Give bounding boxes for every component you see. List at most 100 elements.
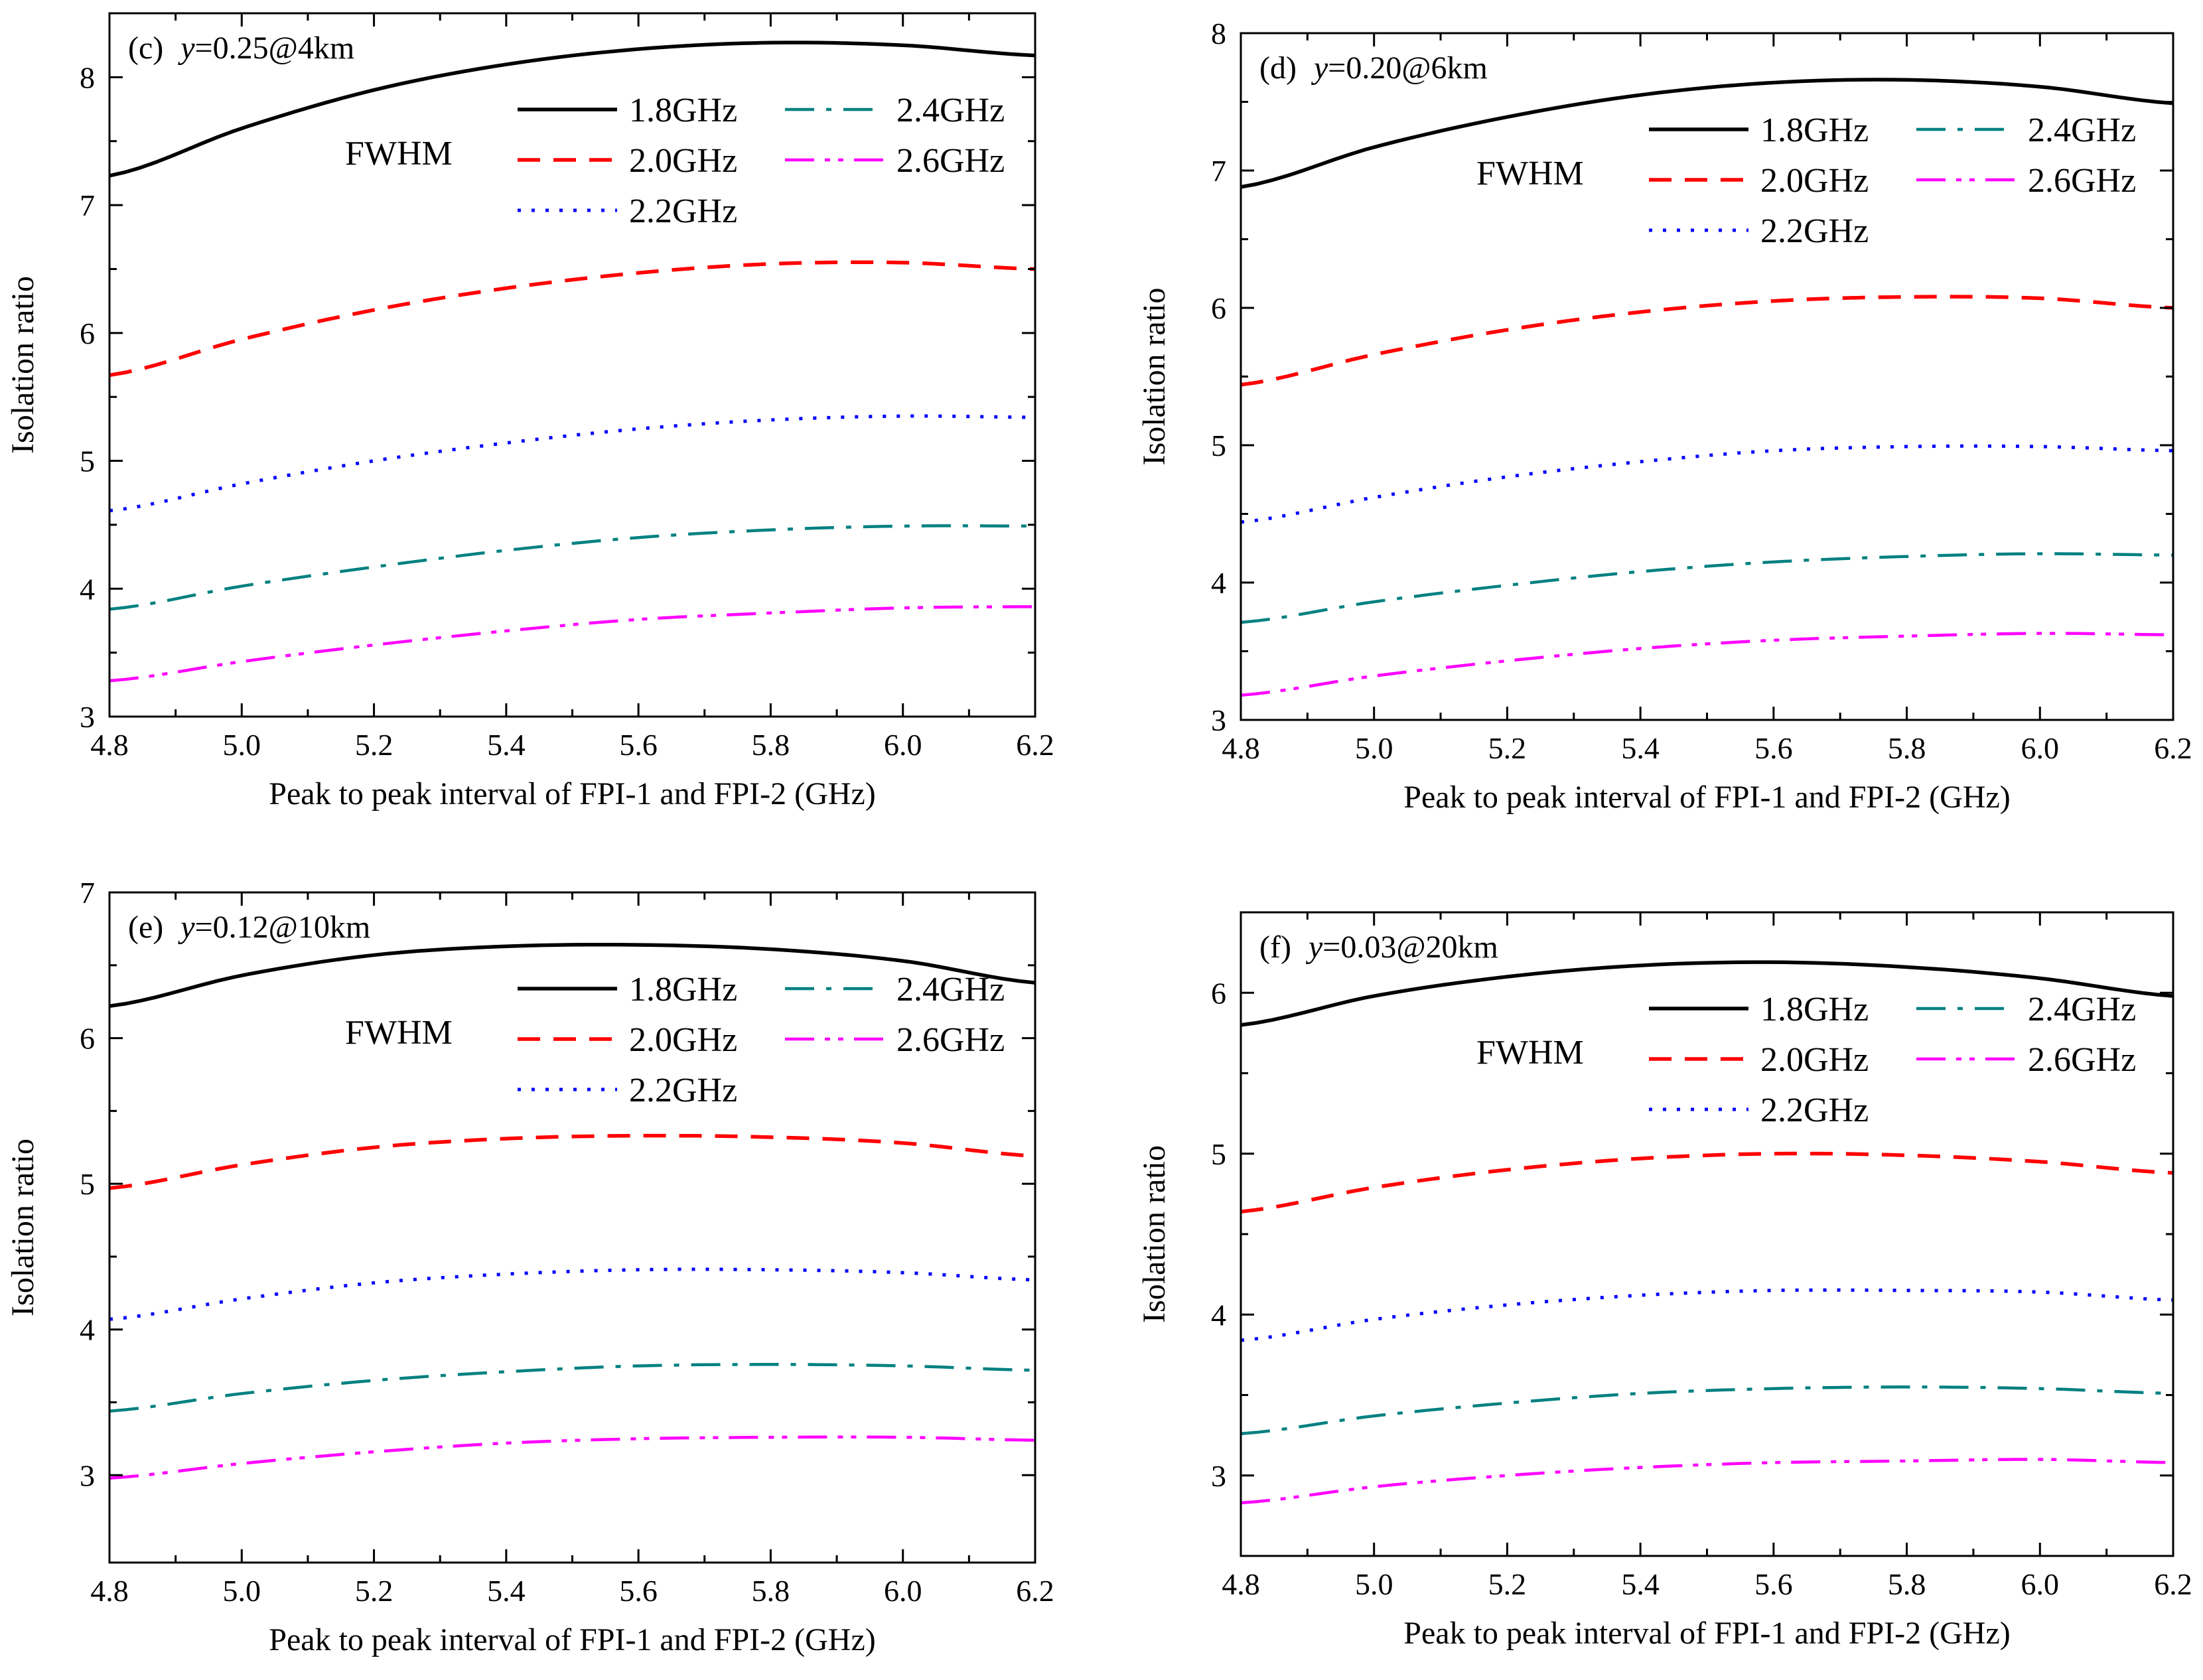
panel-letter: (e) (128, 910, 163, 945)
y-tick-label: 7 (80, 876, 95, 910)
series-line-2.0GHz (1241, 295, 2173, 387)
x-tick-label: 5.4 (1621, 731, 1660, 765)
series-line-2.6GHz (109, 1435, 1035, 1480)
x-tick-label: 5.4 (1621, 1567, 1660, 1601)
x-tick-label: 5.6 (1754, 731, 1793, 765)
y-tick-label: 5 (80, 445, 95, 478)
x-tick-label: 6.0 (2021, 1567, 2060, 1601)
x-tick-label: 4.8 (90, 1574, 129, 1608)
x-tick-label: 4.8 (1222, 1567, 1260, 1601)
series-line-1.8GHz (109, 40, 1035, 178)
series-line-1.8GHz (1241, 78, 2173, 189)
legend-label-1.8GHz: 1.8GHz (1760, 111, 1869, 149)
panel-letter: (d) (1259, 50, 1297, 86)
x-tick-label: 5.2 (355, 1574, 393, 1608)
x-tick-label: 4.8 (1222, 731, 1260, 765)
legend-label-2.2GHz: 2.2GHz (629, 1072, 737, 1109)
y-tick-label: 8 (80, 60, 95, 94)
annotation-symbol: y (177, 31, 195, 66)
series-line-2.0GHz (1241, 1151, 2173, 1214)
series-line-2.6GHz (1241, 632, 2173, 697)
y-tick-label: 5 (1211, 429, 1226, 462)
x-tick-label: 5.6 (619, 728, 658, 762)
annotation-symbol: y (177, 910, 195, 945)
legend-label-2.6GHz: 2.6GHz (896, 142, 1005, 180)
x-tick-label: 6.0 (884, 728, 922, 762)
y-axis-title: Isolation ratio (1137, 1145, 1172, 1323)
legend-label-1.8GHz: 1.8GHz (629, 971, 737, 1009)
y-tick-label: 7 (80, 188, 95, 222)
legend-label-2.4GHz: 2.4GHz (2028, 991, 2136, 1028)
y-tick-label: 3 (1211, 1459, 1226, 1493)
panel-annotation: (e) y=0.12@10km (128, 910, 370, 945)
x-tick-label: 6.0 (2021, 731, 2060, 765)
x-axis-title: Peak to peak interval of FPI-1 and FPI-2… (269, 1622, 875, 1657)
panel-annotation: (c) y=0.25@4km (128, 31, 354, 66)
y-tick-label: 4 (1211, 1298, 1226, 1332)
y-tick-label: 6 (80, 1022, 95, 1056)
x-tick-label: 5.2 (355, 728, 393, 762)
legend-title: FWHM (1476, 1034, 1584, 1072)
legend-title: FWHM (1476, 155, 1584, 192)
x-tick-label: 5.0 (1355, 731, 1393, 765)
y-tick-label: 3 (80, 1458, 95, 1492)
legend-label-2.2GHz: 2.2GHz (1760, 212, 1869, 250)
legend-label-2.0GHz: 2.0GHz (629, 1021, 737, 1059)
x-axis-title: Peak to peak interval of FPI-1 and FPI-2… (1403, 780, 2010, 815)
annotation-value: =0.20@6km (1328, 50, 1488, 86)
series-line-2.4GHz (109, 1363, 1035, 1413)
series-line-2.4GHz (1241, 1385, 2173, 1435)
x-tick-label: 5.2 (1488, 1567, 1527, 1601)
panel-letter: (f) (1259, 930, 1291, 965)
x-tick-label: 5.0 (1355, 1567, 1393, 1601)
panel-annotation: (f) y=0.03@20km (1259, 930, 1498, 965)
chart-panel-0: 4.8 5.0 5.2 5.4 5.6 5.8 6.0 6.2 3 4 5 6 7 8 Peak to pe… (5, 12, 1054, 811)
series-line-2.4GHz (109, 524, 1035, 611)
x-tick-label: 6.0 (884, 1574, 922, 1608)
legend-label-2.6GHz: 2.6GHz (896, 1021, 1005, 1059)
annotation-symbol: y (1311, 50, 1328, 86)
y-tick-label: 6 (80, 316, 95, 350)
legend-label-2.4GHz: 2.4GHz (896, 971, 1005, 1009)
legend-title: FWHM (345, 1014, 453, 1052)
series-line-2.4GHz (1241, 552, 2173, 624)
legend-label-2.6GHz: 2.6GHz (2028, 1041, 2136, 1079)
y-tick-label: 7 (1211, 154, 1226, 188)
series-line-2.0GHz (109, 260, 1035, 378)
series-line-1.8GHz (109, 942, 1035, 1009)
series-line-1.8GHz (1241, 960, 2173, 1027)
legend-label-2.6GHz: 2.6GHz (2028, 162, 2136, 200)
chart-panel-3: 4.8 5.0 5.2 5.4 5.6 5.8 6.0 6.2 3 4 5 6 Peak to peak… (1137, 911, 2192, 1651)
y-axis-title: Isolation ratio (1137, 288, 1172, 466)
y-tick-label: 5 (1211, 1137, 1226, 1171)
series-line-2.0GHz (109, 1133, 1035, 1190)
y-axis-title: Isolation ratio (5, 1139, 40, 1316)
x-tick-label: 6.2 (1016, 728, 1054, 762)
x-tick-label: 5.8 (1888, 731, 1926, 765)
y-tick-label: 8 (1211, 17, 1226, 50)
series-line-2.6GHz (1241, 1458, 2173, 1505)
y-tick-label: 6 (1211, 291, 1226, 325)
y-tick-label: 4 (80, 1313, 95, 1347)
y-tick-label: 6 (1211, 976, 1226, 1010)
y-tick-label: 4 (80, 572, 95, 606)
x-tick-label: 5.4 (487, 728, 526, 762)
series-line-2.6GHz (109, 605, 1035, 683)
x-tick-label: 5.2 (1488, 731, 1527, 765)
series-line-2.2GHz (109, 1267, 1035, 1321)
legend-title: FWHM (345, 135, 453, 173)
series-line-2.2GHz (1241, 1288, 2173, 1342)
x-tick-label: 6.2 (2154, 731, 2192, 765)
y-tick-label: 3 (1211, 703, 1226, 737)
x-axis-title: Peak to peak interval of FPI-1 and FPI-2… (1403, 1616, 2010, 1651)
annotation-value: =0.25@4km (195, 31, 355, 66)
legend-label-1.8GHz: 1.8GHz (629, 92, 737, 129)
x-tick-label: 6.2 (2154, 1567, 2192, 1601)
y-axis-title: Isolation ratio (5, 276, 40, 454)
x-tick-label: 5.6 (619, 1574, 658, 1608)
legend-label-2.2GHz: 2.2GHz (1760, 1091, 1869, 1129)
x-tick-label: 5.0 (223, 1574, 261, 1608)
x-axis-title: Peak to peak interval of FPI-1 and FPI-2… (269, 776, 875, 811)
legend-label-2.4GHz: 2.4GHz (896, 92, 1005, 129)
